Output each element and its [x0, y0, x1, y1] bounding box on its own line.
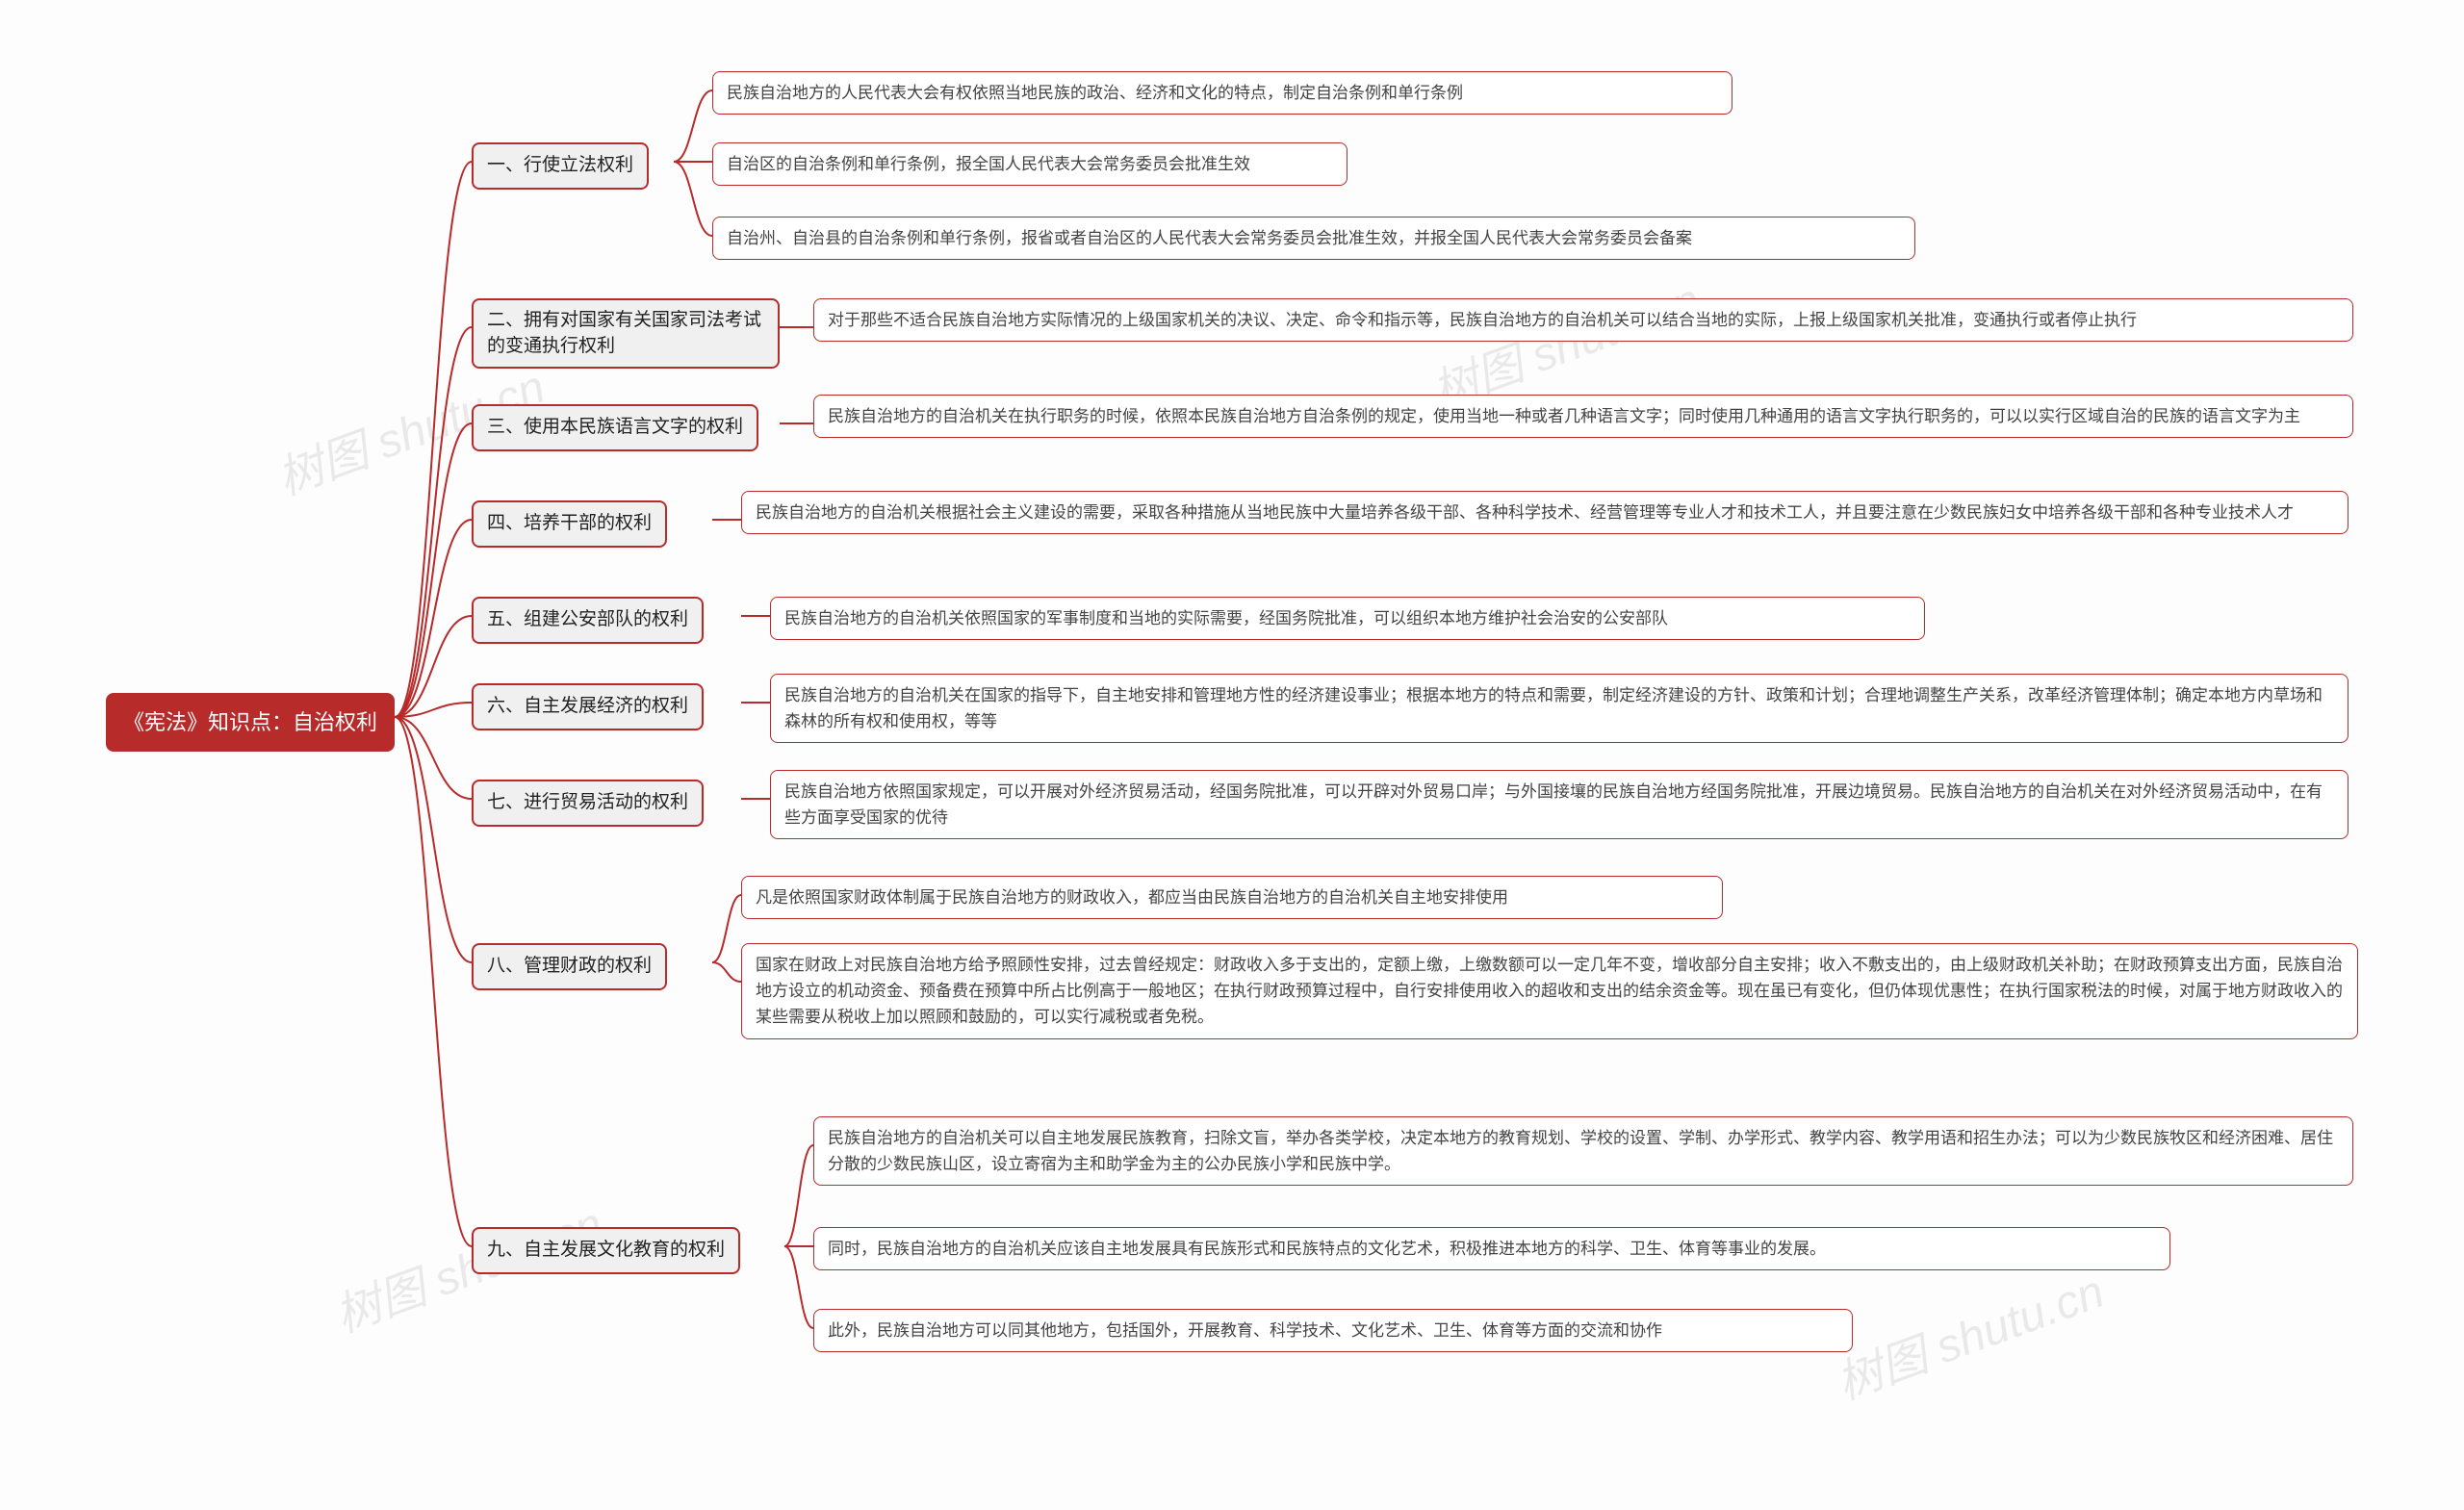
leaf-6-1: 民族自治地方的自治机关在国家的指导下，自主地安排和管理地方性的经济建设事业；根据…	[770, 674, 2348, 743]
leaf-9-1: 民族自治地方的自治机关可以自主地发展民族教育，扫除文盲，举办各类学校，决定本地方…	[813, 1116, 2353, 1186]
leaf-8-2: 国家在财政上对民族自治地方给予照顾性安排，过去曾经规定：财政收入多于支出的，定额…	[741, 943, 2358, 1039]
leaf-9-2: 同时，民族自治地方的自治机关应该自主地发展具有民族形式和民族特点的文化艺术，积极…	[813, 1227, 2170, 1270]
root-node: 《宪法》知识点：自治权利	[106, 693, 395, 752]
branch-2: 二、拥有对国家有关国家司法考试的变通执行权利	[472, 298, 780, 369]
leaf-2-1: 对于那些不适合民族自治地方实际情况的上级国家机关的决议、决定、命令和指示等，民族…	[813, 298, 2353, 342]
leaf-7-1: 民族自治地方依照国家规定，可以开展对外经济贸易活动，经国务院批准，可以开辟对外贸…	[770, 770, 2348, 839]
branch-6: 六、自主发展经济的权利	[472, 683, 704, 730]
leaf-5-1: 民族自治地方的自治机关依照国家的军事制度和当地的实际需要，经国务院批准，可以组织…	[770, 597, 1925, 640]
leaf-9-3: 此外，民族自治地方可以同其他地方，包括国外，开展教育、科学技术、文化艺术、卫生、…	[813, 1309, 1853, 1352]
leaf-8-1: 凡是依照国家财政体制属于民族自治地方的财政收入，都应当由民族自治地方的自治机关自…	[741, 876, 1723, 919]
branch-1: 一、行使立法权利	[472, 142, 649, 190]
leaf-1-1: 民族自治地方的人民代表大会有权依照当地民族的政治、经济和文化的特点，制定自治条例…	[712, 71, 1732, 115]
branch-7: 七、进行贸易活动的权利	[472, 780, 704, 827]
branch-8: 八、管理财政的权利	[472, 943, 667, 990]
branch-9: 九、自主发展文化教育的权利	[472, 1227, 740, 1274]
watermark: 树图 shutu.cn	[1826, 1253, 2112, 1412]
leaf-1-3: 自治州、自治县的自治条例和单行条例，报省或者自治区的人民代表大会常务委员会批准生…	[712, 217, 1915, 260]
branch-5: 五、组建公安部队的权利	[472, 597, 704, 644]
leaf-1-2: 自治区的自治条例和单行条例，报全国人民代表大会常务委员会批准生效	[712, 142, 1348, 186]
branch-4: 四、培养干部的权利	[472, 500, 667, 548]
leaf-4-1: 民族自治地方的自治机关根据社会主义建设的需要，采取各种措施从当地民族中大量培养各…	[741, 491, 2348, 534]
branch-3: 三、使用本民族语言文字的权利	[472, 404, 758, 451]
leaf-3-1: 民族自治地方的自治机关在执行职务的时候，依照本民族自治地方自治条例的规定，使用当…	[813, 395, 2353, 438]
